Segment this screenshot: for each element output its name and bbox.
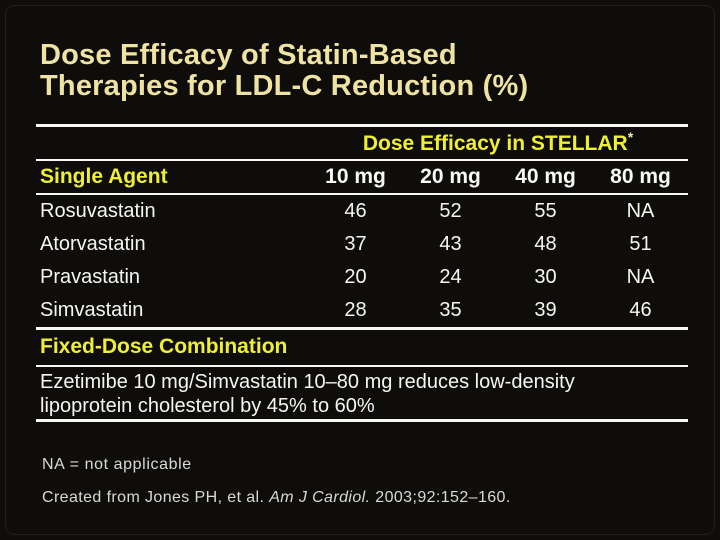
citation-journal: Am J Cardiol. <box>269 488 371 506</box>
group-header-asterisk: * <box>627 129 634 146</box>
group-header-text: Dose Efficacy in STELLAR <box>362 132 628 156</box>
cell-value: 46 <box>629 298 652 321</box>
cell-value: 43 <box>439 232 462 255</box>
fixed-dose-combination-heading: Fixed-Dose Combination <box>40 335 288 359</box>
dose-efficacy-table: Dose Efficacy in STELLAR* Single Agent 1… <box>36 123 688 330</box>
cell-value: 35 <box>439 298 462 321</box>
table-column-header-row: Single Agent 10 mg 20 mg 40 mg 80 mg <box>36 161 688 193</box>
column-header-40mg: 40 mg <box>515 164 576 188</box>
row-label: Simvastatin <box>40 298 144 321</box>
cell-value: 51 <box>629 232 652 255</box>
cell-value: 48 <box>534 232 557 255</box>
table-bottom-rule <box>36 326 688 330</box>
table-row-pravastatin: Pravastatin 20 24 30 NA <box>36 261 688 294</box>
cell-value: 37 <box>344 232 367 255</box>
row-label: Atorvastatin <box>40 232 146 255</box>
column-header-20mg: 20 mg <box>420 164 481 188</box>
cell-value: 39 <box>534 298 557 321</box>
cell-value: 52 <box>439 199 462 222</box>
cell-value: 30 <box>534 265 557 288</box>
citation-suffix: 2003;92:152–160. <box>370 488 511 506</box>
row-label: Rosuvastatin <box>40 199 156 222</box>
ezetimibe-statement: Ezetimibe 10 mg/Simvastatin 10–80 mg red… <box>36 367 688 419</box>
group-header-rule <box>36 158 688 161</box>
column-header-single-agent: Single Agent <box>40 164 168 188</box>
table-group-header: Dose Efficacy in STELLAR* <box>308 129 688 156</box>
cell-value: 46 <box>344 199 367 222</box>
ezetimibe-statement-line-1: Ezetimibe 10 mg/Simvastatin 10–80 mg red… <box>40 370 575 393</box>
table-top-rule <box>36 123 688 127</box>
section-bottom-rule <box>36 418 688 422</box>
ezetimibe-statement-line-2: lipoprotein cholesterol by 45% to 60% <box>40 394 375 417</box>
cell-value: 28 <box>344 298 367 321</box>
slide-title: Dose Efficacy of Statin-Based Therapies … <box>40 39 688 103</box>
cell-value: 55 <box>534 199 557 222</box>
table-group-header-row: Dose Efficacy in STELLAR* <box>36 127 688 159</box>
column-header-rule <box>36 192 688 195</box>
column-header-10mg: 10 mg <box>325 164 386 188</box>
table-row-rosuvastatin: Rosuvastatin 46 52 55 NA <box>36 195 688 228</box>
citation: Created from Jones PH, et al. Am J Cardi… <box>42 489 688 507</box>
slide-content: Dose Efficacy of Statin-Based Therapies … <box>36 0 688 507</box>
citation-prefix: Created from Jones PH, et al. <box>42 488 270 506</box>
row-label: Pravastatin <box>40 265 141 288</box>
cell-value: NA <box>626 199 655 222</box>
table-row-simvastatin: Simvastatin 28 35 39 46 <box>36 294 688 327</box>
slide-title-line-1: Dose Efficacy of Statin-Based <box>40 39 457 71</box>
cell-value: 24 <box>439 265 462 288</box>
slide-title-line-2: Therapies for LDL-C Reduction (%) <box>40 70 529 103</box>
column-header-80mg: 80 mg <box>610 164 671 188</box>
cell-value: NA <box>626 265 655 288</box>
fixed-dose-rule <box>36 364 688 367</box>
cell-value: 20 <box>344 265 367 288</box>
table-row-atorvastatin: Atorvastatin 37 43 48 51 <box>36 228 688 261</box>
na-footnote: NA = not applicable <box>42 455 192 473</box>
